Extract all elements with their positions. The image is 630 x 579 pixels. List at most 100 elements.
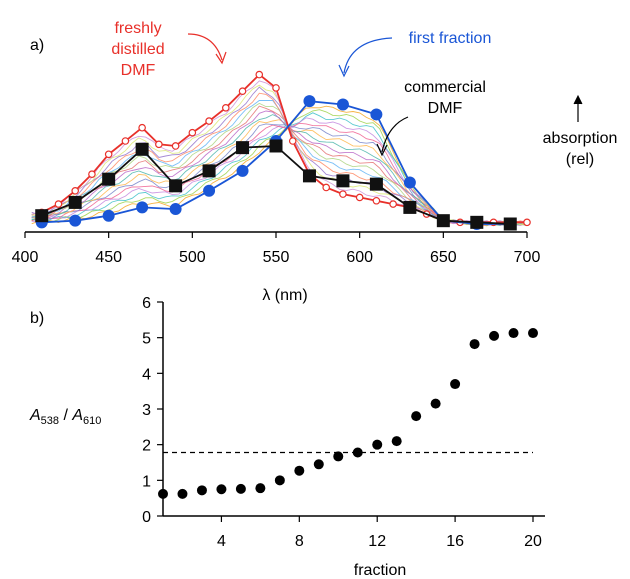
marker-commercial-dmf [403, 200, 417, 214]
fraction-spectrum-line [31, 114, 528, 226]
marker-freshly-distilled-dmf [339, 190, 347, 198]
b-x-tick-label: 12 [368, 533, 386, 550]
ratio-point [508, 328, 519, 339]
series-line-freshly-distilled-dmf [41, 73, 527, 224]
marker-first-fraction [169, 203, 182, 216]
marker-freshly-distilled-dmf [171, 142, 180, 150]
marker-first-fraction [69, 214, 82, 227]
marker-commercial-dmf [135, 142, 149, 156]
annotation-commercial-arrow [381, 116, 409, 153]
fraction-spectrum-line [31, 110, 528, 226]
marker-freshly-distilled-dmf [255, 70, 264, 79]
ratio-point [391, 436, 402, 447]
ratio-point [255, 483, 266, 494]
marker-commercial-dmf [202, 164, 216, 178]
x-tick-label: 550 [263, 249, 290, 266]
marker-freshly-distilled-dmf [272, 84, 280, 92]
annotation-fresh-line3: DMF [121, 62, 156, 79]
marker-commercial-dmf [336, 174, 350, 188]
absorption-arrowhead [573, 94, 583, 105]
ratio-point [372, 439, 383, 450]
b-x-tick-label: 20 [524, 533, 542, 550]
marker-first-fraction [236, 164, 249, 177]
marker-freshly-distilled-dmf [222, 104, 230, 112]
annotation-first-arrowhead [338, 64, 350, 78]
fraction-spectrum-line [31, 105, 528, 226]
marker-freshly-distilled-dmf [355, 193, 364, 202]
ratio-point [469, 339, 480, 350]
b-y-tick-label: 5 [142, 331, 151, 348]
b-y-tick-label: 3 [142, 402, 151, 419]
b-y-tick-label: 4 [142, 366, 151, 383]
annotation-fresh-arrow [187, 33, 223, 61]
marker-first-fraction [102, 209, 115, 222]
marker-freshly-distilled-dmf [523, 218, 531, 227]
marker-first-fraction [370, 108, 383, 121]
marker-first-fraction [403, 176, 416, 189]
ratio-point [294, 465, 305, 476]
fraction-spectrum-line [31, 105, 528, 227]
annotation-commercial-arrowhead [376, 143, 388, 157]
marker-commercial-dmf [236, 141, 250, 155]
marker-first-fraction [136, 201, 149, 214]
annotation-first-fraction: first fraction [409, 30, 492, 47]
panel-b-label: b) [30, 310, 44, 327]
x-tick-label: 400 [12, 249, 39, 266]
annotation-first-arrow [343, 37, 393, 74]
marker-freshly-distilled-dmf [121, 137, 130, 145]
ratio-point [411, 411, 422, 422]
marker-freshly-distilled-dmf [138, 123, 146, 132]
panel-b-x-axis-label: fraction [354, 562, 406, 579]
b-y-tick-label: 0 [142, 509, 151, 526]
panel-a-spectra: a) 400 450 500 550 600 650 700 λ (nm) freshly … [12, 20, 618, 304]
series-line-first-fraction [41, 100, 511, 225]
b-x-tick-label: 4 [217, 533, 226, 550]
marker-commercial-dmf [436, 214, 450, 228]
ratio-point [196, 485, 207, 496]
marker-commercial-dmf [169, 179, 183, 193]
x-tick-label: 600 [346, 249, 373, 266]
annotation-fresh-line1: freshly [114, 20, 161, 37]
panel-b-points [158, 328, 538, 499]
marker-commercial-dmf [269, 139, 283, 153]
marker-freshly-distilled-dmf [205, 117, 213, 125]
marker-freshly-distilled-dmf [238, 87, 247, 96]
ratio-point [489, 330, 500, 341]
ratio-point [450, 379, 461, 390]
panel-a-label: a) [30, 37, 44, 54]
ratio-point [352, 447, 363, 458]
marker-first-fraction [203, 184, 216, 197]
ratio-point [235, 483, 246, 494]
marker-commercial-dmf [470, 215, 484, 229]
annotation-commercial-line2: DMF [428, 100, 463, 117]
marker-freshly-distilled-dmf [188, 128, 197, 137]
ratio-point [274, 475, 285, 486]
marker-freshly-distilled-dmf [322, 183, 331, 192]
panel-a-x-axis-label: λ (nm) [262, 287, 307, 304]
annotation-commercial-line1: commercial [404, 79, 486, 96]
b-x-tick-label: 16 [446, 533, 464, 550]
marker-freshly-distilled-dmf [389, 200, 397, 208]
marker-freshly-distilled-dmf [88, 170, 96, 179]
ratio-point [430, 398, 441, 409]
ratio-point [313, 459, 324, 470]
marker-freshly-distilled-dmf [288, 137, 297, 145]
marker-commercial-dmf [369, 177, 383, 191]
panel-a-x-ticks: 400 450 500 550 600 650 700 [12, 232, 541, 266]
marker-commercial-dmf [102, 172, 116, 186]
x-tick-label: 700 [514, 249, 541, 266]
marker-freshly-distilled-dmf [155, 140, 163, 149]
x-tick-label: 450 [95, 249, 122, 266]
ratio-point [158, 488, 168, 499]
marker-commercial-dmf [35, 209, 49, 223]
marker-commercial-dmf [503, 217, 517, 231]
panel-a-y-axis-label: absorption (rel) [543, 130, 618, 168]
marker-commercial-dmf [68, 195, 82, 209]
annotation-fresh-line2: distilled [111, 41, 164, 58]
marker-freshly-distilled-dmf [54, 200, 63, 208]
b-y-tick-label: 1 [142, 473, 151, 490]
marker-first-fraction [336, 98, 349, 111]
marker-commercial-dmf [302, 169, 316, 183]
